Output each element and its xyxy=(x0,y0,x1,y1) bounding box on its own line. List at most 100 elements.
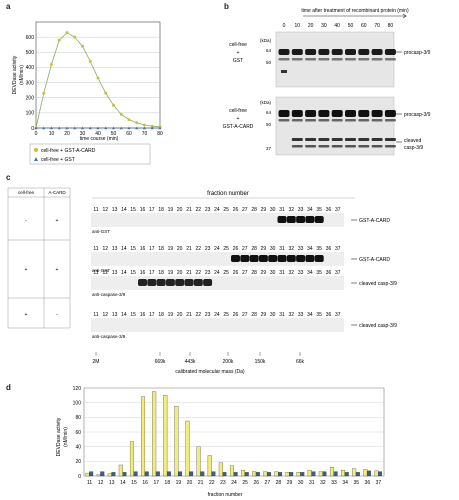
blot2-condition-line2: + xyxy=(237,116,240,122)
panel-label-b: b xyxy=(224,2,229,11)
bar xyxy=(155,471,160,477)
blot1-bands xyxy=(278,49,396,73)
band xyxy=(358,110,370,117)
panel-a-xtick: 40 xyxy=(95,131,101,137)
bar xyxy=(263,471,268,477)
bar xyxy=(189,471,194,477)
blot1-condition-line2: + xyxy=(237,50,240,56)
bar xyxy=(311,471,316,477)
panel-a-legend: cell-free + GST-A-CARD cell-free + GST xyxy=(29,143,151,165)
band xyxy=(384,49,396,55)
fraction-label: 27 xyxy=(242,270,248,276)
fraction-label: 25 xyxy=(223,312,229,318)
band xyxy=(331,49,343,55)
fraction-label: 31 xyxy=(279,246,285,252)
panel-d-category-label: 37 xyxy=(376,480,382,486)
fraction-label: 11 xyxy=(93,270,98,276)
blot2-bands xyxy=(278,110,396,148)
fraction-label: 17 xyxy=(149,246,155,252)
fraction-label: 30 xyxy=(270,246,276,252)
blot1-condition-line3: GST xyxy=(233,58,243,64)
panel-d-chart: DEVDase activity (nM/min) 0 20 40 60 80 100 120… xyxy=(56,386,385,498)
panel-d-category-label: 32 xyxy=(320,480,326,486)
bar xyxy=(300,472,305,477)
fraction-label: 17 xyxy=(149,207,155,213)
bar xyxy=(329,467,334,477)
band xyxy=(384,138,396,141)
bar xyxy=(141,396,146,477)
fraction-label: 20 xyxy=(177,312,183,318)
data-point xyxy=(81,44,84,48)
panel-d-ytick: 40 xyxy=(75,444,81,450)
band xyxy=(371,145,383,148)
band xyxy=(277,255,287,262)
panel-a-ytick: 200 xyxy=(26,96,35,102)
panel-a-ytick: 400 xyxy=(26,65,35,71)
band xyxy=(147,279,157,286)
bar xyxy=(322,471,327,477)
band xyxy=(291,138,303,141)
panel-a-xtick: 60 xyxy=(126,131,132,137)
panel-d-category-label: 30 xyxy=(298,480,304,486)
band xyxy=(278,58,290,61)
panel-d-category-label: 34 xyxy=(342,480,348,486)
legend-box xyxy=(29,143,151,165)
panel-d-category-label: 33 xyxy=(331,480,337,486)
bar xyxy=(344,472,349,477)
bar xyxy=(289,472,294,477)
table-header-cell-free: cell-free xyxy=(18,190,35,195)
band xyxy=(184,279,194,286)
data-point xyxy=(34,126,38,130)
panel-d-category-label: 20 xyxy=(187,480,193,486)
time-label: 60 xyxy=(361,23,367,29)
band xyxy=(156,279,166,286)
band xyxy=(314,255,324,262)
bar xyxy=(355,472,360,477)
band xyxy=(291,110,303,117)
blot2-condition-line3: GST-A-CARD xyxy=(223,124,254,130)
time-label: 80 xyxy=(388,23,394,29)
bar xyxy=(100,471,105,477)
fraction-label: 19 xyxy=(168,246,174,252)
data-point xyxy=(42,91,46,95)
fraction-label: 33 xyxy=(298,207,304,213)
band xyxy=(277,216,287,223)
panel-d-category-label: 18 xyxy=(165,480,171,486)
time-label: 70 xyxy=(374,23,380,29)
blot2-marker-50: 50 xyxy=(266,122,272,127)
fraction-label: 13 xyxy=(112,312,118,318)
data-point xyxy=(119,126,123,130)
band xyxy=(249,255,259,262)
fraction-label: 22 xyxy=(196,312,202,318)
bar xyxy=(378,471,383,477)
fraction-label: 25 xyxy=(223,246,229,252)
band xyxy=(331,145,343,148)
band xyxy=(305,216,315,223)
fraction-label: 28 xyxy=(251,246,257,252)
band xyxy=(358,49,370,55)
band xyxy=(305,58,317,61)
legend-marker-circle-icon xyxy=(34,148,38,152)
fraction-label: 21 xyxy=(186,246,192,252)
fraction-label: 17 xyxy=(149,312,155,318)
blot2-marker-64: 64 xyxy=(266,110,272,115)
bar xyxy=(174,406,179,477)
fraction-label: 16 xyxy=(140,207,146,213)
panel-d-category-label: 11 xyxy=(87,480,92,486)
blot2-kda-label: (kDa) xyxy=(260,100,272,105)
panel-c-fractionation: cell-free A-CARD - + + + + - fraction nu… xyxy=(7,187,397,375)
panel-d-category-label: 26 xyxy=(253,480,259,486)
fraction-label: 23 xyxy=(205,312,211,318)
panel-a-xtick: 50 xyxy=(111,131,117,137)
band xyxy=(305,119,317,122)
time-arrow-icon xyxy=(303,13,407,19)
panel-d-category-label: 25 xyxy=(242,480,248,486)
bar xyxy=(178,471,183,477)
fraction-label: 14 xyxy=(121,246,127,252)
band xyxy=(318,49,330,55)
fraction-label: 32 xyxy=(289,270,295,276)
fraction-label: 30 xyxy=(270,207,276,213)
bar xyxy=(366,470,371,477)
bar xyxy=(122,472,127,477)
data-point xyxy=(50,126,53,130)
